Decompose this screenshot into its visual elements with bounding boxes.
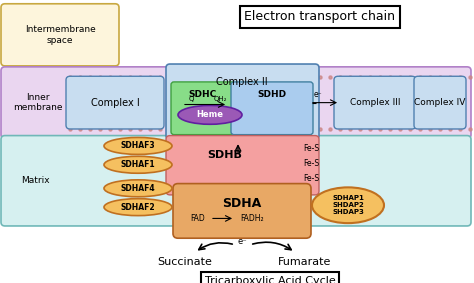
FancyBboxPatch shape [1,67,471,138]
Text: Fe-S: Fe-S [303,144,319,153]
Text: Heme: Heme [197,110,224,119]
Text: FADH₂: FADH₂ [240,214,264,223]
Text: Fumarate: Fumarate [278,257,332,267]
FancyBboxPatch shape [334,76,416,129]
Ellipse shape [104,199,172,216]
Text: SDHB: SDHB [208,150,242,160]
Text: Q: Q [188,96,194,102]
Text: e⁻: e⁻ [237,237,247,246]
FancyBboxPatch shape [171,82,235,135]
Text: Tricarboxylic Acid Cycle: Tricarboxylic Acid Cycle [205,276,336,283]
FancyBboxPatch shape [166,64,319,139]
FancyBboxPatch shape [66,76,164,129]
FancyBboxPatch shape [231,82,313,135]
Ellipse shape [312,187,384,223]
Text: SDHA: SDHA [222,197,262,210]
FancyBboxPatch shape [173,184,311,238]
Text: Fe-S: Fe-S [303,159,319,168]
Text: Electron transport chain: Electron transport chain [245,10,395,23]
Text: QH₂: QH₂ [213,96,227,102]
Text: Complex I: Complex I [91,98,139,108]
Text: SDHAF3: SDHAF3 [121,142,155,151]
Text: Matrix: Matrix [21,176,49,185]
Text: Complex IV: Complex IV [414,98,465,107]
Text: Complex III: Complex III [350,98,400,107]
FancyBboxPatch shape [1,136,471,226]
FancyBboxPatch shape [414,76,466,129]
Text: SDHAF1: SDHAF1 [121,160,155,169]
Text: SDHAF4: SDHAF4 [121,184,155,193]
Ellipse shape [178,106,242,124]
Text: SDHAP1
SHDAP2
SHDAP3: SDHAP1 SHDAP2 SHDAP3 [332,195,364,215]
FancyBboxPatch shape [1,4,119,66]
Text: SDHAF2: SDHAF2 [121,203,155,212]
Ellipse shape [104,138,172,155]
Text: Inner
membrane: Inner membrane [13,93,63,112]
Ellipse shape [104,156,172,173]
Text: Complex II: Complex II [216,77,268,87]
Text: e⁻: e⁻ [314,90,322,99]
Text: Succinate: Succinate [157,257,212,267]
Text: FAD: FAD [191,214,205,223]
Ellipse shape [104,180,172,197]
Text: Fe-S: Fe-S [303,174,319,183]
FancyBboxPatch shape [166,136,319,195]
Text: SDHD: SDHD [257,90,287,99]
Text: Intermembrane
space: Intermembrane space [25,25,95,44]
Text: SDHC: SDHC [189,90,217,99]
